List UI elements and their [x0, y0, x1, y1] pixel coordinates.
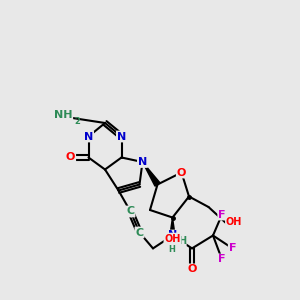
Text: N: N: [84, 131, 93, 142]
Text: O: O: [177, 167, 186, 178]
Text: C: C: [135, 227, 144, 238]
Polygon shape: [142, 162, 160, 186]
Text: C: C: [126, 206, 135, 217]
Text: N: N: [117, 131, 126, 142]
Polygon shape: [169, 218, 175, 239]
Text: N: N: [138, 157, 147, 167]
Text: F: F: [218, 209, 226, 220]
Text: N: N: [168, 230, 177, 241]
Text: O: O: [187, 264, 197, 274]
Text: H: H: [169, 245, 175, 254]
Text: NH: NH: [54, 110, 72, 120]
Text: F: F: [218, 254, 226, 265]
Text: OH: OH: [164, 233, 181, 244]
Text: 2: 2: [74, 117, 80, 126]
Text: H: H: [178, 236, 186, 246]
Text: F: F: [229, 243, 236, 254]
Text: O: O: [66, 152, 75, 163]
Text: OH: OH: [226, 217, 242, 227]
